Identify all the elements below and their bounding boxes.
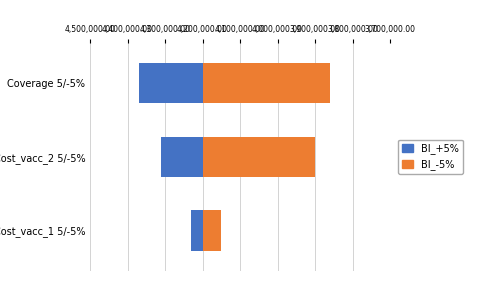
Bar [162, 137, 202, 177]
Legend: BI_+5%, BI_-5%: BI_+5%, BI_-5% [398, 140, 463, 174]
Bar [202, 63, 330, 103]
Bar [202, 210, 222, 251]
Bar [202, 137, 315, 177]
Bar [139, 63, 202, 103]
Bar [192, 210, 202, 251]
